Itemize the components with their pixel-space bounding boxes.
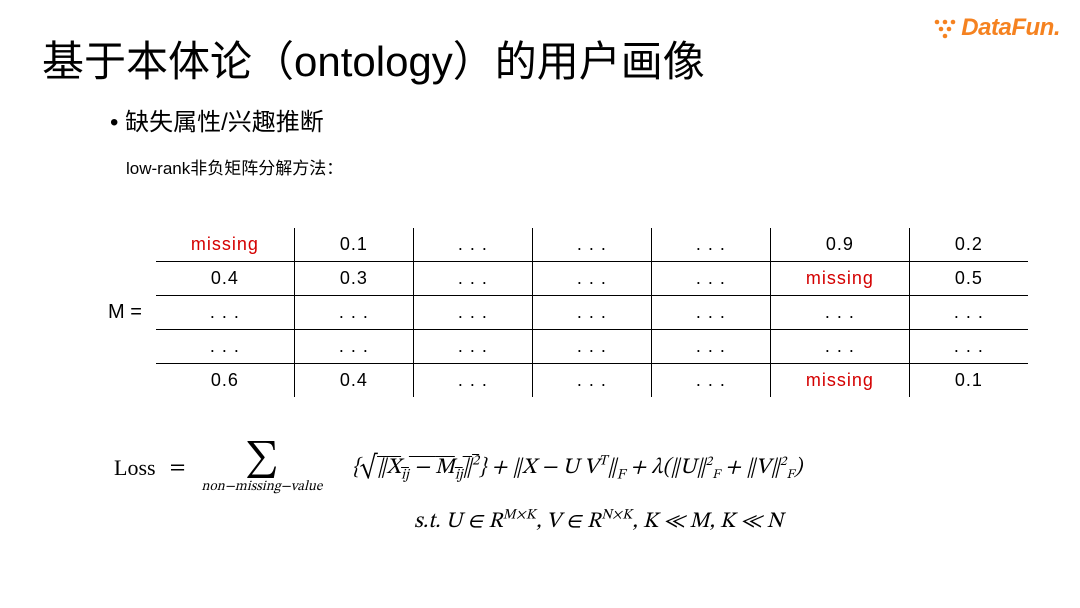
matrix-cell: missing bbox=[770, 262, 909, 296]
matrix-cell: . . . bbox=[413, 296, 532, 330]
matrix-cell: 0.5 bbox=[909, 262, 1028, 296]
matrix-cell: missing bbox=[156, 228, 295, 262]
matrix-cell: . . . bbox=[770, 330, 909, 364]
loss-formula: Loss = ∑ non−missing−value {‖Xij − Mij‖2… bbox=[114, 440, 802, 536]
matrix-cell: 0.6 bbox=[156, 364, 295, 398]
matrix-cell: . . . bbox=[770, 296, 909, 330]
matrix-cell: . . . bbox=[413, 364, 532, 398]
matrix-equation: M = missing0.1. . .. . .. . .0.90.20.40.… bbox=[108, 228, 1028, 397]
matrix-cell: missing bbox=[770, 364, 909, 398]
table-row: missing0.1. . .. . .. . .0.90.2 bbox=[156, 228, 1028, 262]
matrix-cell: . . . bbox=[651, 296, 770, 330]
loss-expression: {‖Xij − Mij‖2} + ‖X − U VT‖F + λ(‖U‖2F +… bbox=[352, 454, 802, 482]
brand-logo: DataFun. bbox=[933, 14, 1060, 42]
matrix-cell: . . . bbox=[294, 330, 413, 364]
matrix-lhs: M = bbox=[108, 301, 142, 324]
table-row: . . .. . .. . .. . .. . .. . .. . . bbox=[156, 330, 1028, 364]
matrix-cell: 0.4 bbox=[294, 364, 413, 398]
matrix-cell: . . . bbox=[651, 364, 770, 398]
logo-dots-icon bbox=[933, 18, 959, 40]
loss-label: Loss bbox=[114, 455, 156, 481]
matrix-cell: . . . bbox=[909, 296, 1028, 330]
sigma-icon: ∑ bbox=[245, 442, 279, 478]
matrix-cell: 0.3 bbox=[294, 262, 413, 296]
matrix-cell: . . . bbox=[909, 330, 1028, 364]
table-row: . . .. . .. . .. . .. . .. . .. . . bbox=[156, 296, 1028, 330]
matrix-cell: . . . bbox=[651, 228, 770, 262]
matrix-cell: 0.1 bbox=[909, 364, 1028, 398]
matrix-cell: 0.2 bbox=[909, 228, 1028, 262]
constraint-line: s.t. U ∈ RM×K, V ∈ RN×K, K ≪ M, K ≪ N bbox=[414, 508, 802, 536]
matrix-cell: . . . bbox=[156, 330, 295, 364]
sigma-subscript: non−missing−value bbox=[201, 480, 322, 494]
matrix-cell: . . . bbox=[413, 228, 532, 262]
matrix-cell: 0.9 bbox=[770, 228, 909, 262]
matrix-cell: . . . bbox=[294, 296, 413, 330]
matrix-cell: . . . bbox=[413, 330, 532, 364]
sigma-block: ∑ non−missing−value bbox=[201, 442, 322, 494]
table-row: 0.40.3. . .. . .. . .missing0.5 bbox=[156, 262, 1028, 296]
matrix-cell: . . . bbox=[532, 296, 651, 330]
matrix-cell: . . . bbox=[532, 228, 651, 262]
matrix-cell: . . . bbox=[532, 330, 651, 364]
table-row: 0.60.4. . .. . .. . .missing0.1 bbox=[156, 364, 1028, 398]
matrix-cell: . . . bbox=[413, 262, 532, 296]
matrix-cell: . . . bbox=[651, 262, 770, 296]
loss-line: Loss = ∑ non−missing−value {‖Xij − Mij‖2… bbox=[114, 440, 802, 496]
equals-sign: = bbox=[170, 454, 186, 482]
slide-title: 基于本体论（ontology）的用户画像 bbox=[42, 28, 705, 89]
matrix-cell: . . . bbox=[532, 364, 651, 398]
slide: DataFun. 基于本体论（ontology）的用户画像 • 缺失属性/兴趣推… bbox=[0, 0, 1080, 608]
matrix-table: missing0.1. . .. . .. . .0.90.20.40.3. .… bbox=[156, 228, 1028, 397]
bullet-heading: • 缺失属性/兴趣推断 bbox=[110, 102, 324, 137]
method-label: low-rank非负矩阵分解方法： bbox=[126, 154, 343, 179]
matrix-cell: . . . bbox=[532, 262, 651, 296]
matrix-cell: . . . bbox=[651, 330, 770, 364]
matrix-cell: 0.1 bbox=[294, 228, 413, 262]
matrix-cell: 0.4 bbox=[156, 262, 295, 296]
matrix-cell: . . . bbox=[156, 296, 295, 330]
